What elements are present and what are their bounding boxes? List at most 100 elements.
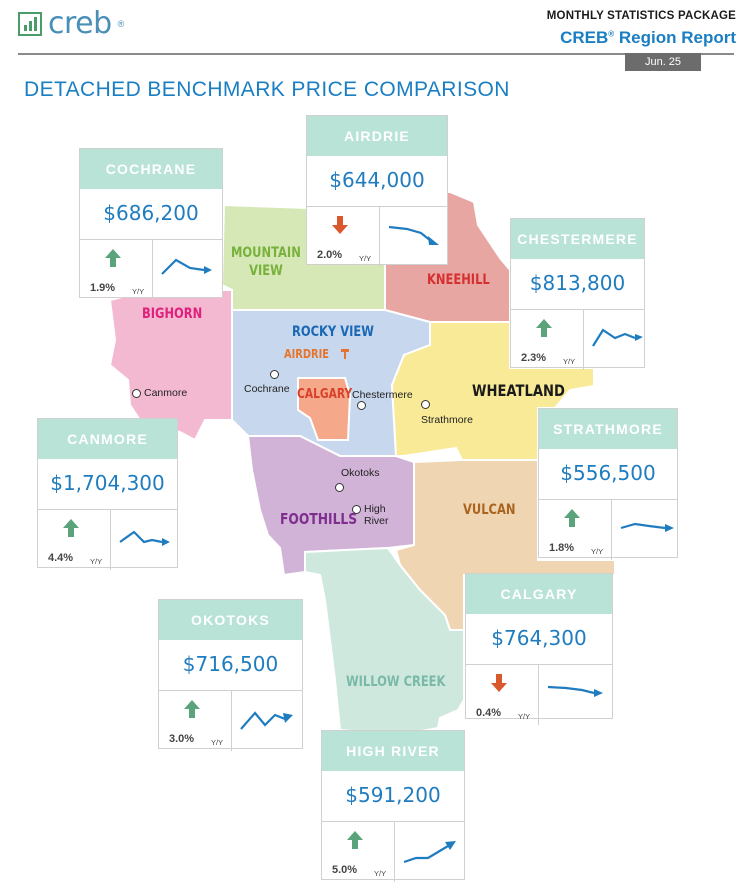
region-label-calgary: CALGARY <box>297 387 353 402</box>
trend-sparkline <box>620 522 674 532</box>
town-label: Strathmore <box>421 414 473 426</box>
trend-sparkline <box>547 685 603 697</box>
card-change: 4.4% <box>48 552 74 564</box>
package-title: MONTHLY STATISTICS PACKAGE <box>546 10 736 22</box>
card-price: $591,200 <box>322 771 464 822</box>
card-footer-divider <box>231 691 232 751</box>
town-marker-icon <box>421 400 430 409</box>
card-airdrie: AIRDRIE $644,000 2.0% Y/Y <box>306 115 448 267</box>
region-label-airdrie: AIRDRIE <box>284 347 329 361</box>
town-high-river: High River <box>352 503 389 527</box>
card-price: $644,000 <box>307 156 447 207</box>
down-arrow-icon <box>332 216 348 234</box>
map-town-airdrie: AIRDRIE <box>284 345 349 363</box>
region-willow-creek <box>304 546 465 737</box>
card-footer-divider <box>379 207 380 267</box>
card-change: 1.8% <box>549 542 575 554</box>
card-footer: 1.8% Y/Y <box>539 500 677 560</box>
card-cochrane: COCHRANE $686,200 1.9% Y/Y <box>79 148 223 300</box>
header-divider <box>18 53 734 55</box>
town-canmore: Canmore <box>132 387 187 399</box>
town-marker-icon <box>335 483 344 492</box>
region-label-foothills: FOOTHILLS <box>280 510 358 528</box>
report-title: CREB® Region Report <box>560 28 736 48</box>
town-label: Okotoks <box>341 467 380 479</box>
card-footer-divider <box>538 665 539 725</box>
town-marker-icon <box>132 388 141 398</box>
card-yy: Y/Y <box>374 869 387 878</box>
card-footer-divider <box>611 500 612 560</box>
card-title: COCHRANE <box>80 149 222 189</box>
card-yy: Y/Y <box>591 547 604 556</box>
creb-logo: creb ® <box>18 6 124 41</box>
trend-sparkline <box>403 841 456 864</box>
trend-sparkline <box>119 530 170 546</box>
town-marker-icon <box>269 370 279 379</box>
card-price: $686,200 <box>80 189 222 240</box>
card-price: $764,300 <box>466 614 612 665</box>
card-title: CALGARY <box>466 574 612 614</box>
card-yy: Y/Y <box>563 357 576 366</box>
region-calgary <box>297 377 352 441</box>
card-change: 3.0% <box>169 733 195 745</box>
card-canmore: CANMORE $1,704,300 4.4% Y/Y <box>37 418 178 570</box>
card-footer: 0.4% Y/Y <box>466 665 612 725</box>
card-change: 2.3% <box>521 352 547 364</box>
card-price: $813,800 <box>511 259 644 310</box>
card-title: CHESTERMERE <box>511 219 644 259</box>
region-label-wheatland: WHEATLAND <box>472 381 565 400</box>
region-label-rocky-view: ROCKY VIEW <box>292 324 374 340</box>
up-arrow-icon <box>63 519 79 537</box>
card-strathmore: STRATHMORE $556,500 1.8% Y/Y <box>538 408 678 560</box>
down-arrow-icon <box>491 674 507 692</box>
card-footer: 4.4% Y/Y <box>38 510 177 570</box>
card-title: HIGH RIVER <box>322 731 464 771</box>
card-chestermere: CHESTERMERE $813,800 2.3% Y/Y <box>510 218 645 370</box>
card-footer: 5.0% Y/Y <box>322 822 464 882</box>
card-footer-divider <box>394 822 395 882</box>
card-high-river: HIGH RIVER $591,200 5.0% Y/Y <box>321 730 465 882</box>
logo-registered-mark: ® <box>117 18 125 29</box>
region-label-mountain-view: MOUNTAIN VIEW <box>231 244 301 280</box>
card-change: 2.0% <box>317 249 343 261</box>
town-okotoks: Okotoks <box>331 467 380 497</box>
region-label-vulcan: VULCAN <box>463 502 516 518</box>
town-chestermere: Chestermere <box>352 389 413 401</box>
card-footer-divider <box>152 240 153 300</box>
card-title: AIRDRIE <box>307 116 447 156</box>
card-title: STRATHMORE <box>539 409 677 449</box>
card-change: 0.4% <box>476 707 502 719</box>
card-footer: 2.0% Y/Y <box>307 207 447 267</box>
town-label: Chestermere <box>352 389 413 401</box>
town-label-line1: High <box>364 503 386 515</box>
report-title-registered-mark: ® <box>608 29 615 39</box>
card-footer: 2.3% Y/Y <box>511 310 644 370</box>
town-label: Canmore <box>144 387 188 399</box>
town-marker-icon <box>352 505 361 514</box>
page-title: DETACHED BENCHMARK PRICE COMPARISON <box>24 78 510 101</box>
region-label-willow-creek: WILLOW CREEK <box>346 674 446 690</box>
town-cochrane: Cochrane <box>244 366 290 395</box>
card-footer: 1.9% Y/Y <box>80 240 222 300</box>
airdrie-marker-icon <box>340 349 349 359</box>
card-calgary: CALGARY $764,300 0.4% Y/Y <box>465 573 613 725</box>
card-footer-divider <box>110 510 111 570</box>
creb-logo-icon <box>18 11 42 36</box>
town-label: Cochrane <box>244 383 290 395</box>
up-arrow-icon <box>564 509 580 527</box>
card-yy: Y/Y <box>359 254 372 263</box>
card-price: $716,500 <box>159 640 302 691</box>
card-yy: Y/Y <box>132 287 145 296</box>
card-yy: Y/Y <box>518 712 531 721</box>
card-footer: 3.0% Y/Y <box>159 691 302 751</box>
report-title-main: CREB <box>560 28 609 47</box>
card-price: $556,500 <box>539 449 677 500</box>
town-strathmore: Strathmore <box>421 396 473 426</box>
region-label-kneehill: KNEEHILL <box>427 272 490 288</box>
trend-sparkline <box>592 328 643 347</box>
card-okotoks: OKOTOKS $716,500 3.0% Y/Y <box>158 599 303 751</box>
up-arrow-icon <box>536 319 552 337</box>
card-price: $1,704,300 <box>38 459 177 510</box>
trend-sparkline <box>161 258 212 275</box>
card-title: OKOTOKS <box>159 600 302 640</box>
